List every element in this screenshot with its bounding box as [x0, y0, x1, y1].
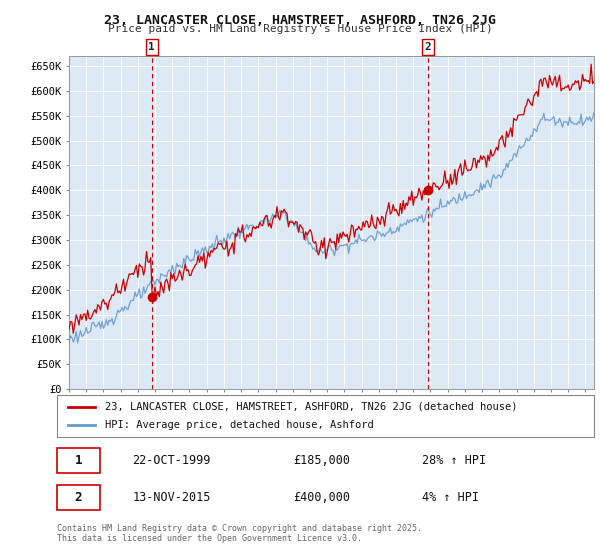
FancyBboxPatch shape: [57, 448, 100, 473]
Text: 4% ↑ HPI: 4% ↑ HPI: [422, 491, 479, 504]
Text: HPI: Average price, detached house, Ashford: HPI: Average price, detached house, Ashf…: [106, 420, 374, 430]
Text: Price paid vs. HM Land Registry's House Price Index (HPI): Price paid vs. HM Land Registry's House …: [107, 24, 493, 34]
Text: Contains HM Land Registry data © Crown copyright and database right 2025.
This d: Contains HM Land Registry data © Crown c…: [57, 524, 422, 543]
Text: 1: 1: [148, 42, 155, 52]
Text: 1: 1: [75, 454, 82, 467]
Text: £400,000: £400,000: [293, 491, 350, 504]
Text: 23, LANCASTER CLOSE, HAMSTREET, ASHFORD, TN26 2JG: 23, LANCASTER CLOSE, HAMSTREET, ASHFORD,…: [104, 14, 496, 27]
Text: 2: 2: [75, 491, 82, 504]
Text: 23, LANCASTER CLOSE, HAMSTREET, ASHFORD, TN26 2JG (detached house): 23, LANCASTER CLOSE, HAMSTREET, ASHFORD,…: [106, 402, 518, 412]
Text: 28% ↑ HPI: 28% ↑ HPI: [422, 454, 486, 467]
Text: 13-NOV-2015: 13-NOV-2015: [132, 491, 211, 504]
Text: 2: 2: [425, 42, 431, 52]
Text: 22-OCT-1999: 22-OCT-1999: [132, 454, 211, 467]
FancyBboxPatch shape: [57, 485, 100, 510]
Text: £185,000: £185,000: [293, 454, 350, 467]
